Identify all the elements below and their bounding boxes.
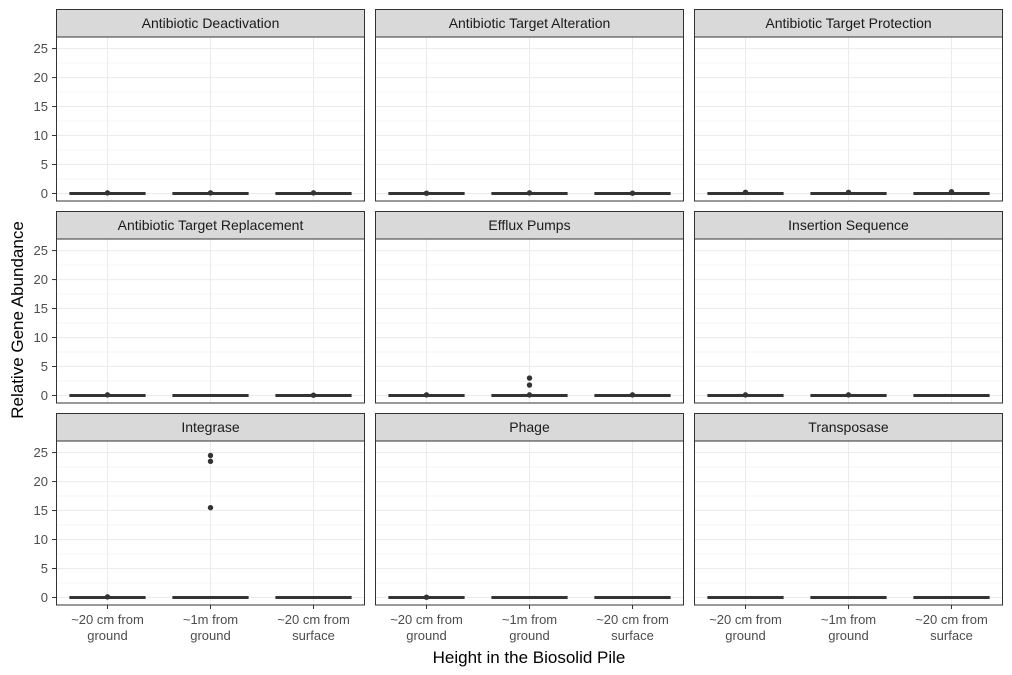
outlier-point	[526, 190, 533, 196]
facet-panels: Antibiotic Deactivation0510152025Antibio…	[34, 9, 1003, 643]
y-tick-label: 10	[34, 128, 48, 143]
x-tick-label: ~1m from	[821, 612, 876, 627]
facet-strip	[375, 211, 684, 240]
outlier-point	[104, 190, 111, 196]
facet-panel: Antibiotic Deactivation 0 5 10 15 20 25	[34, 9, 365, 202]
y-tick-label: 0	[41, 388, 48, 403]
x-tick-label: ~1m from	[502, 612, 557, 627]
y-tick-label: 20	[34, 70, 48, 85]
y-tick-label: 25	[34, 445, 48, 460]
facet-panel: Antibiotic Target Replacement 0 5 10 15 20 25	[34, 211, 365, 404]
outlier-point	[207, 452, 214, 459]
outlier-point	[207, 458, 214, 464]
outlier-point	[526, 375, 533, 381]
y-tick-label: 15	[34, 301, 48, 316]
facet-panel: Antibiotic Target Protection	[694, 9, 1003, 202]
x-tick-label: surface	[930, 628, 973, 643]
facet-title: Insertion Sequence	[788, 217, 909, 233]
y-tick-label: 5	[41, 157, 48, 172]
facet-strip	[694, 211, 1003, 240]
outlier-point	[310, 190, 317, 196]
x-tick-label: ~20 cm from	[71, 612, 144, 627]
y-tick-label: 20	[34, 272, 48, 287]
facet-panel: Efflux Pumps	[375, 211, 684, 404]
x-tick-label: ground	[190, 628, 230, 643]
outlier-point	[423, 190, 430, 196]
outlier-point	[423, 392, 430, 398]
outlier-point	[629, 392, 636, 398]
y-tick-label: 15	[34, 503, 48, 518]
x-axis-title: Height in the Biosolid Pile	[433, 648, 626, 667]
outlier-point	[104, 594, 111, 600]
facet-title: Antibiotic Target Replacement	[118, 217, 304, 233]
outlier-point	[526, 392, 533, 398]
facet-title: Antibiotic Target Protection	[765, 15, 931, 31]
y-tick-label: 0	[41, 186, 48, 201]
facet-strip	[56, 413, 365, 442]
x-tick-label: ~20 cm from	[277, 612, 350, 627]
outlier-point	[948, 189, 955, 195]
facet-strip	[694, 413, 1003, 442]
y-tick-label: 5	[41, 359, 48, 374]
outlier-point	[207, 504, 214, 511]
facet-panel: Antibiotic Target Alteration	[375, 9, 684, 202]
facet-strip	[375, 413, 684, 442]
facet-strip	[56, 9, 365, 38]
facet-title: Efflux Pumps	[488, 217, 570, 233]
facet-strip	[375, 9, 684, 38]
facet-title: Antibiotic Target Alteration	[449, 15, 611, 31]
outlier-point	[423, 594, 430, 600]
outlier-point	[845, 392, 852, 398]
x-tick-label: ~20 cm from	[915, 612, 988, 627]
x-tick-label: ~20 cm from	[390, 612, 463, 627]
x-tick-label: ~20 cm from	[596, 612, 669, 627]
y-tick-label: 15	[34, 99, 48, 114]
facet-title: Antibiotic Deactivation	[142, 15, 280, 31]
facet-title: Integrase	[181, 419, 240, 435]
x-tick-label: ~20 cm from	[709, 612, 782, 627]
outlier-point	[742, 392, 749, 398]
facet-strip	[694, 9, 1003, 38]
outlier-point	[310, 392, 317, 398]
y-tick-label: 25	[34, 243, 48, 258]
y-tick-label: 10	[34, 330, 48, 345]
outlier-point	[845, 189, 852, 196]
y-tick-label: 0	[41, 590, 48, 605]
outlier-point	[104, 392, 111, 398]
x-tick-label: ground	[725, 628, 765, 643]
y-tick-label: 25	[34, 41, 48, 56]
x-tick-label: surface	[611, 628, 654, 643]
y-axis-title: Relative Gene Abundance	[8, 221, 27, 419]
y-tick-label: 10	[34, 532, 48, 547]
x-tick-label: ~1m from	[183, 612, 238, 627]
outlier-point	[742, 189, 749, 196]
facet-strip	[56, 211, 365, 240]
y-tick-label: 5	[41, 561, 48, 576]
outlier-point	[629, 190, 636, 196]
outlier-point	[207, 190, 214, 196]
y-tick-label: 20	[34, 474, 48, 489]
x-tick-label: ground	[828, 628, 868, 643]
facet-title: Transposase	[808, 419, 889, 435]
x-tick-label: ground	[87, 628, 127, 643]
x-tick-label: ground	[509, 628, 549, 643]
facet-title: Phage	[509, 419, 550, 435]
facet-panel: Insertion Sequence	[694, 211, 1003, 404]
x-tick-label: surface	[292, 628, 335, 643]
x-tick-label: ground	[406, 628, 446, 643]
outlier-point	[526, 382, 533, 388]
